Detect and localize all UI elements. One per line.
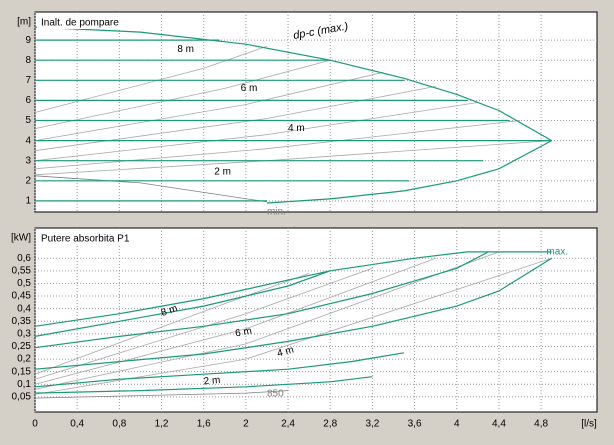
y-tick-label: 4 <box>25 135 31 146</box>
title-bg <box>37 231 155 245</box>
curve <box>34 71 384 141</box>
panel-title: Inalt. de pompare <box>41 18 119 29</box>
x-tick-label: 1,2 <box>155 419 169 430</box>
y-axis-label: [m] <box>17 17 31 28</box>
y-tick-label: 2 <box>25 175 31 186</box>
y-tick-label: 0,4 <box>17 303 31 314</box>
curve <box>34 352 405 388</box>
curve <box>34 273 310 375</box>
curve <box>34 102 478 162</box>
curve <box>34 251 489 349</box>
x-tick-label: 1,6 <box>197 419 211 430</box>
plot-area <box>34 11 598 213</box>
curve <box>34 251 500 390</box>
curve <box>34 270 331 337</box>
curve <box>34 120 521 170</box>
x-tick-label: 4,4 <box>492 419 506 430</box>
y-tick-label: 8 <box>25 55 31 66</box>
y-tick-label: 0,1 <box>17 379 31 390</box>
x-tick-label: 4,8 <box>534 419 548 430</box>
annotation: 8 m <box>177 44 194 55</box>
curve <box>34 45 268 113</box>
y-tick-label: 0,55 <box>12 265 32 276</box>
x-axis-label: [l/s] <box>581 419 597 430</box>
curve <box>34 175 268 203</box>
y-tick-label: 9 <box>25 35 31 46</box>
y-axis-label: [kW] <box>11 233 31 244</box>
y-tick-label: 6 <box>25 95 31 106</box>
x-tick-label: 4 <box>454 419 460 430</box>
annotation: max. <box>546 247 568 258</box>
x-tick-label: 3,6 <box>408 419 422 430</box>
y-tick-label: 3 <box>25 155 31 166</box>
curve <box>34 257 436 385</box>
annotation: 2 m <box>214 166 231 177</box>
x-tick-label: 0,4 <box>70 419 84 430</box>
y-tick-label: 0,5 <box>17 278 31 289</box>
y-tick-label: 0,45 <box>12 291 32 302</box>
x-tick-label: 3,2 <box>365 419 379 430</box>
x-tick-label: 2,8 <box>323 419 337 430</box>
curve <box>34 86 436 152</box>
y-tick-label: 5 <box>25 115 31 126</box>
y-tick-label: 0,3 <box>17 329 31 340</box>
curve <box>34 267 373 380</box>
annotation: 6 m <box>234 326 252 340</box>
y-tick-label: 0,6 <box>17 253 31 264</box>
y-tick-label: 0,2 <box>17 354 31 365</box>
annotation: 850 <box>267 388 284 399</box>
annotation: 8 m <box>160 303 179 319</box>
curve <box>266 140 552 204</box>
annotation: 2 m <box>203 375 221 387</box>
curve <box>34 376 373 394</box>
annotation: 4 m <box>276 345 295 360</box>
annotation: 4 m <box>288 123 305 134</box>
x-tick-label: 2 <box>243 419 249 430</box>
annotation: 6 m <box>241 83 258 94</box>
y-tick-label: 0,15 <box>12 366 32 377</box>
y-tick-label: 0,35 <box>12 316 32 327</box>
annotation: min. <box>267 207 286 218</box>
curve <box>34 257 552 395</box>
title-bg <box>37 15 137 29</box>
y-tick-label: 0,05 <box>12 392 32 403</box>
curve <box>34 26 552 142</box>
curve <box>34 390 289 399</box>
x-tick-label: 0,8 <box>112 419 126 430</box>
y-tick-label: 0,25 <box>12 341 32 352</box>
y-tick-label: 7 <box>25 75 31 86</box>
x-tick-label: 0 <box>32 419 38 430</box>
panel-title: Putere absorbita P1 <box>41 234 130 245</box>
x-tick-label: 2,4 <box>281 419 295 430</box>
y-tick-label: 1 <box>25 196 31 207</box>
curve <box>34 59 331 129</box>
curve <box>34 257 553 370</box>
